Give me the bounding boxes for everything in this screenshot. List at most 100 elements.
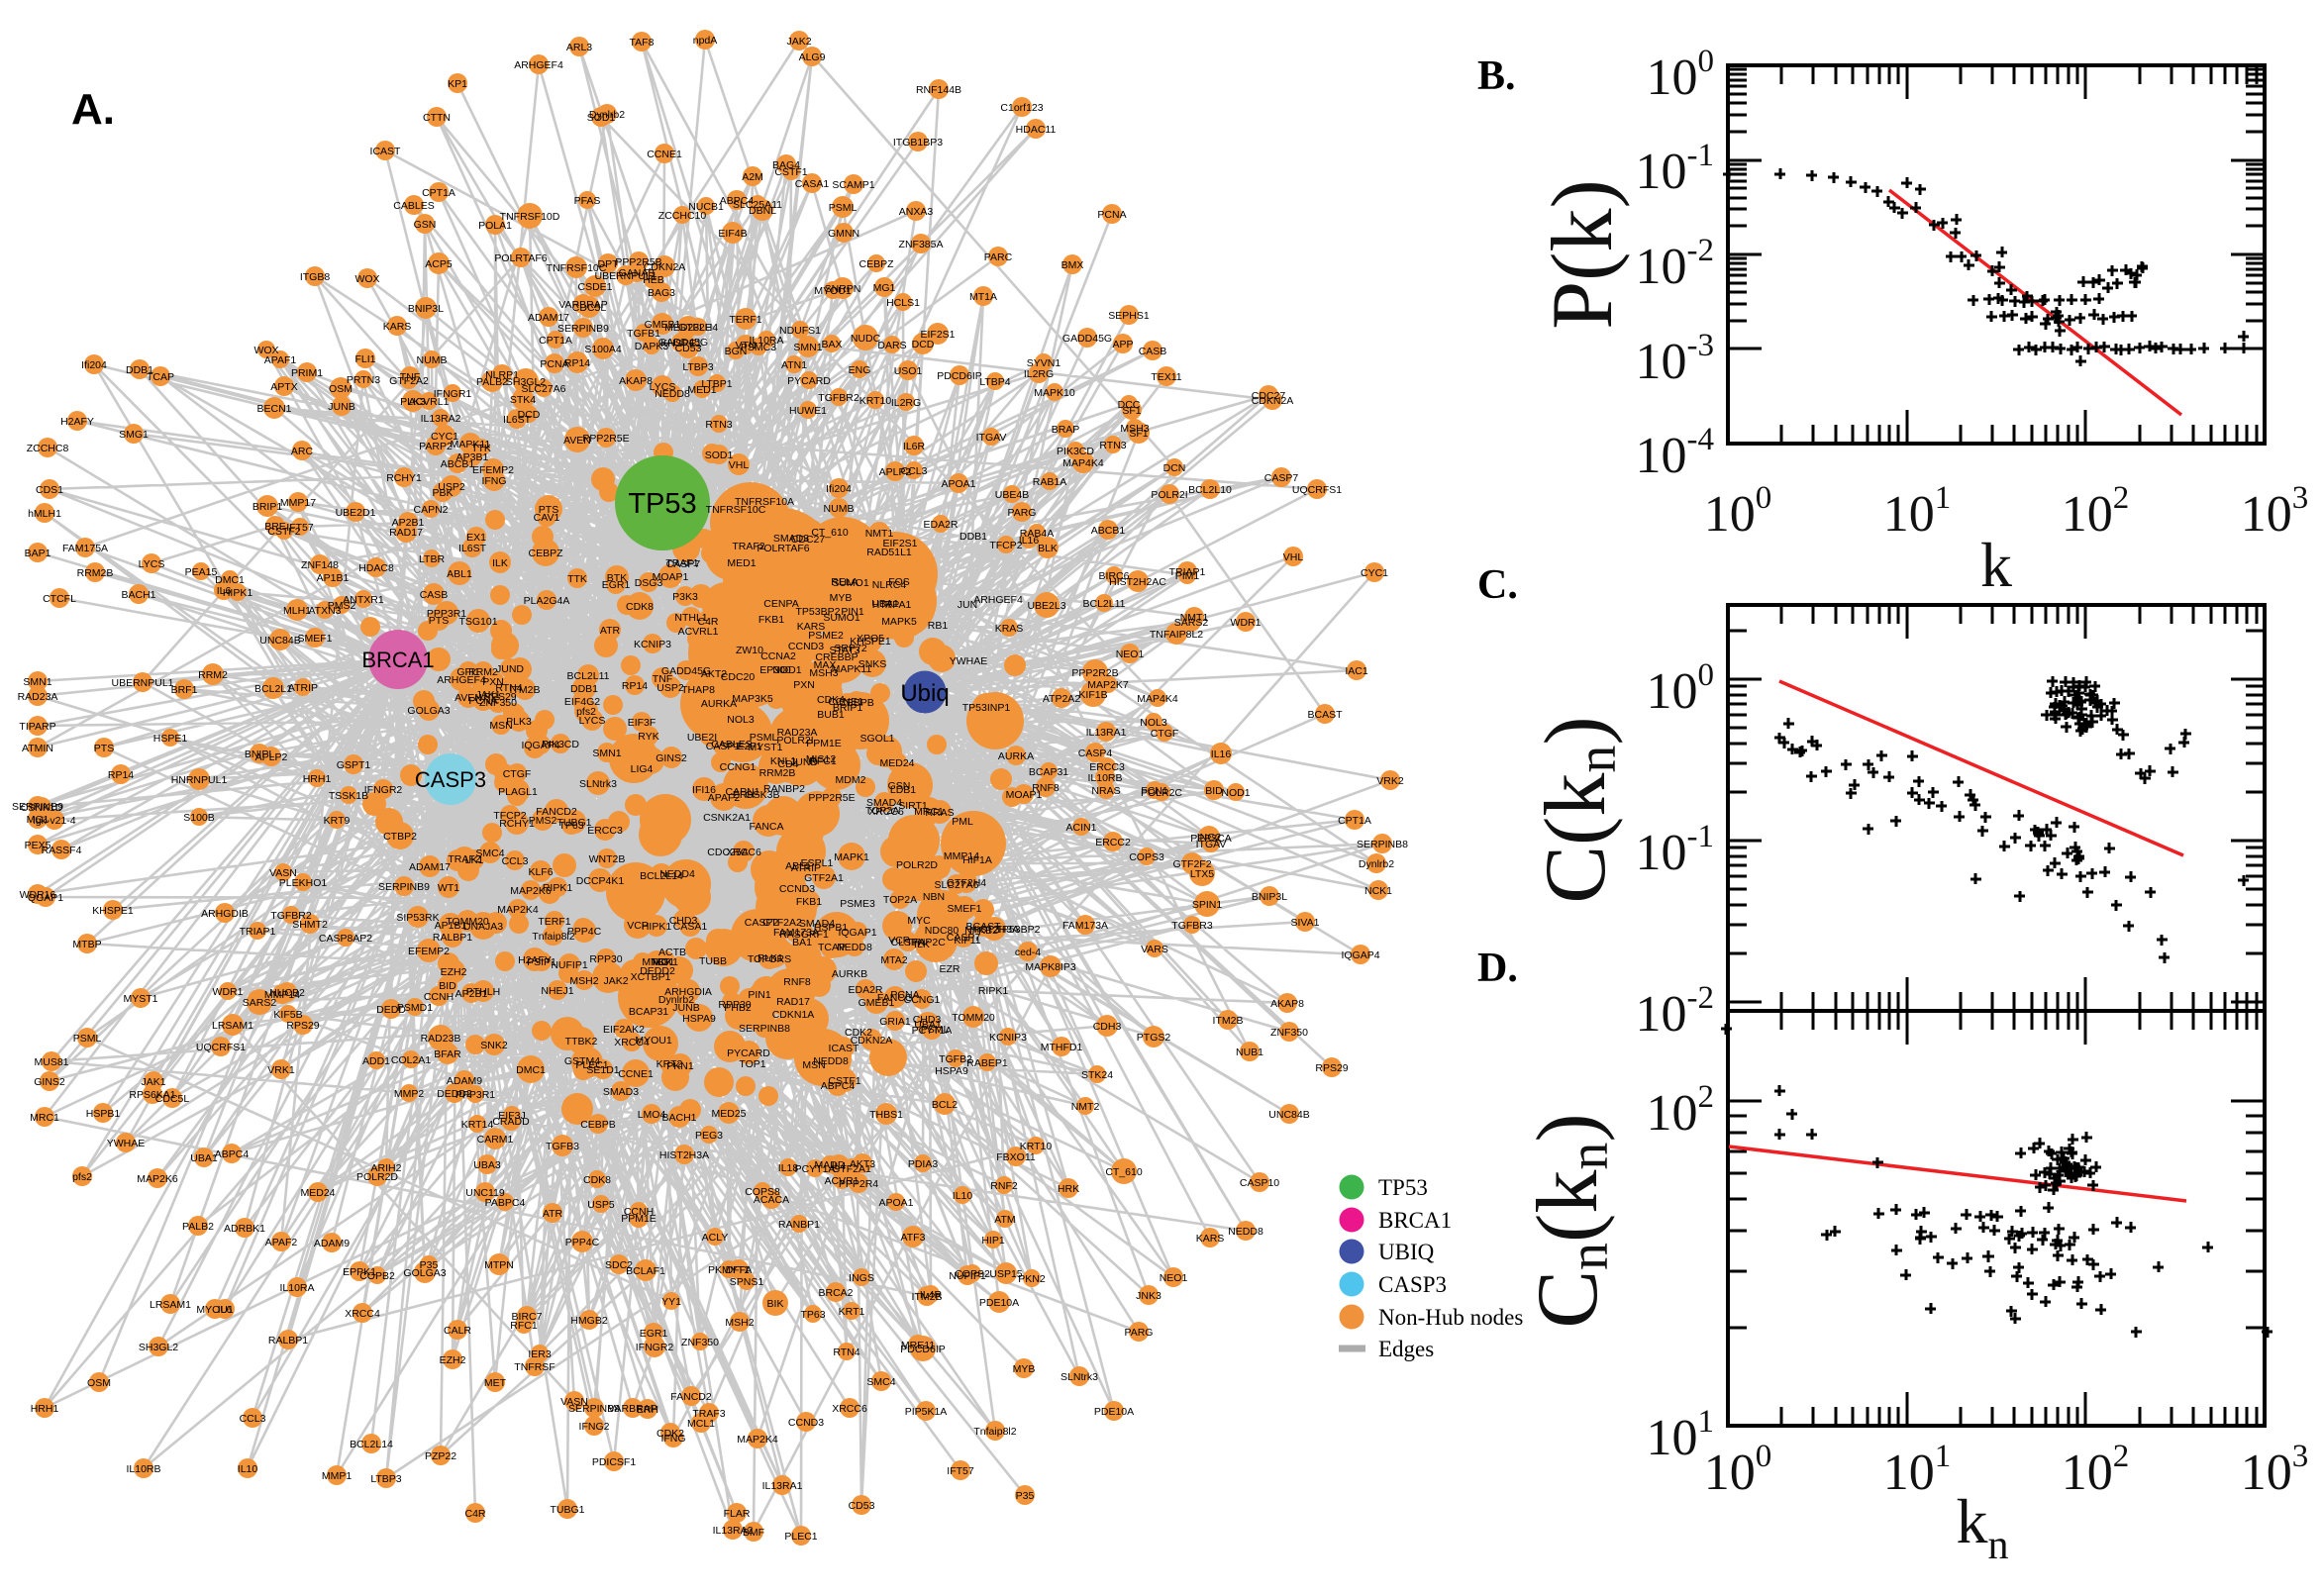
svg-text:PPP2R4: PPP2R4	[839, 1178, 878, 1190]
svg-text:MAPK11: MAPK11	[832, 663, 872, 675]
svg-text:ITGB1BP3: ITGB1BP3	[893, 137, 943, 149]
svg-text:PCYT1A: PCYT1A	[795, 1163, 836, 1175]
svg-text:SMN1: SMN1	[23, 676, 51, 688]
svg-text:HRH1: HRH1	[303, 773, 332, 785]
svg-text:RAD23A: RAD23A	[777, 727, 818, 739]
svg-text:CCL3: CCL3	[901, 465, 928, 477]
svg-text:PCYT1A: PCYT1A	[912, 1025, 953, 1037]
svg-text:NRAS: NRAS	[1091, 785, 1120, 797]
svg-text:BMF: BMF	[743, 1527, 764, 1539]
svg-text:FANCD2: FANCD2	[670, 1391, 712, 1403]
svg-text:KIF1B: KIF1B	[1078, 689, 1107, 701]
svg-text:IL18: IL18	[778, 1162, 799, 1174]
svg-text:Ubiq: Ubiq	[900, 680, 949, 707]
svg-text:NLRP1: NLRP1	[485, 369, 519, 381]
svg-text:CCNG1: CCNG1	[720, 761, 757, 773]
svg-text:DDB1: DDB1	[126, 364, 153, 376]
svg-text:CASP3: CASP3	[415, 767, 486, 792]
svg-text:JAK2: JAK2	[786, 36, 811, 48]
svg-text:SLC25A11: SLC25A11	[733, 199, 782, 211]
svg-text:JUNB: JUNB	[672, 1002, 699, 1014]
svg-text:AVEN: AVEN	[563, 435, 591, 447]
svg-text:EFEMP2: EFEMP2	[408, 946, 450, 957]
svg-text:LYCS: LYCS	[139, 558, 165, 570]
svg-text:CCNG1: CCNG1	[904, 994, 941, 1006]
svg-text:TP53BP2: TP53BP2	[796, 606, 841, 618]
svg-text:ITM2B: ITM2B	[510, 684, 541, 696]
svg-text:BCAP31: BCAP31	[629, 1006, 668, 1018]
svg-text:SYVN1: SYVN1	[1027, 357, 1061, 369]
svg-text:HIPK1: HIPK1	[642, 921, 672, 933]
svg-text:HIST2H3A: HIST2H3A	[659, 1149, 709, 1161]
svg-text:PIN1: PIN1	[841, 606, 864, 618]
svg-text:TUBG1: TUBG1	[550, 1504, 584, 1516]
svg-text:ERCC3: ERCC3	[1089, 761, 1125, 773]
svg-text:TNF: TNF	[400, 371, 420, 383]
svg-text:MAP4K4: MAP4K4	[1137, 693, 1178, 705]
svg-text:ARHGEF4: ARHGEF4	[514, 59, 563, 71]
svg-text:RPP30: RPP30	[589, 953, 622, 965]
svg-text:MYOU1: MYOU1	[635, 1035, 672, 1047]
svg-text:CEBPZ: CEBPZ	[858, 258, 894, 270]
svg-text:RIPK1: RIPK1	[543, 882, 573, 894]
svg-text:BACH1: BACH1	[661, 1112, 696, 1124]
svg-text:PDCD6IP: PDCD6IP	[937, 370, 982, 382]
svg-text:UNC84B: UNC84B	[259, 635, 300, 647]
svg-text:NDUFS1: NDUFS1	[779, 325, 821, 337]
svg-text:NCK1: NCK1	[651, 956, 678, 968]
svg-text:RPA1: RPA1	[885, 599, 912, 611]
svg-text:CYC1: CYC1	[431, 431, 458, 443]
svg-text:KP1: KP1	[448, 78, 467, 90]
svg-text:POLRTAF6: POLRTAF6	[757, 543, 809, 554]
svg-text:XRCC6: XRCC6	[868, 806, 904, 818]
svg-text:HSPE1: HSPE1	[153, 733, 188, 745]
svg-text:AP2B1: AP2B1	[392, 517, 425, 529]
svg-text:NMT1: NMT1	[1180, 612, 1209, 624]
svg-text:NEDD8: NEDD8	[813, 1055, 849, 1067]
svg-text:RPS29: RPS29	[286, 1020, 319, 1032]
svg-text:ATMIN: ATMIN	[22, 743, 53, 754]
svg-text:GRIA1: GRIA1	[879, 1016, 911, 1028]
svg-text:ICAST: ICAST	[370, 146, 402, 157]
svg-text:HMGB2: HMGB2	[570, 1315, 608, 1327]
svg-text:ANTXR1: ANTXR1	[343, 594, 384, 606]
svg-text:CEBPB: CEBPB	[580, 1119, 616, 1131]
svg-text:FLI1: FLI1	[354, 353, 375, 365]
svg-text:MED25: MED25	[711, 1108, 746, 1120]
svg-text:DSG3: DSG3	[635, 577, 663, 589]
svg-text:CPT1A: CPT1A	[1338, 815, 1371, 827]
svg-text:HSPA9: HSPA9	[682, 1013, 716, 1025]
svg-text:SPIN1: SPIN1	[1192, 899, 1223, 911]
svg-text:ACACA: ACACA	[754, 1194, 789, 1206]
svg-text:HTT: HTT	[872, 599, 893, 611]
svg-text:ATR: ATR	[543, 1208, 563, 1220]
svg-text:102: 102	[2062, 1439, 2130, 1501]
svg-text:AVEN: AVEN	[454, 692, 482, 704]
svg-text:TERF1: TERF1	[538, 916, 570, 928]
svg-text:SARS2: SARS2	[1174, 617, 1209, 629]
svg-text:YWHAE: YWHAE	[950, 655, 988, 667]
svg-text:RNF2: RNF2	[990, 1180, 1018, 1192]
svg-text:EIF3J: EIF3J	[498, 1110, 525, 1122]
svg-text:CREBBP: CREBBP	[815, 651, 858, 663]
svg-text:PTS: PTS	[539, 504, 558, 516]
svg-text:RPS29: RPS29	[483, 691, 516, 703]
svg-text:JNK3: JNK3	[1136, 1290, 1162, 1302]
svg-text:POLR2D: POLR2D	[356, 1171, 398, 1183]
svg-text:NBN: NBN	[923, 891, 945, 903]
svg-text:BECN1: BECN1	[256, 403, 291, 415]
svg-text:IFNGR1: IFNGR1	[434, 388, 472, 400]
svg-text:PSML: PSML	[829, 202, 858, 214]
svg-text:TNFAIP8L2: TNFAIP8L2	[1150, 629, 1203, 641]
svg-text:P(k): P(k)	[1535, 179, 1631, 330]
svg-text:GADD45G: GADD45G	[658, 337, 708, 349]
svg-text:RASGRF1: RASGRF1	[779, 929, 829, 941]
svg-text:kn: kn	[1957, 1486, 2009, 1568]
svg-text:TOP2A: TOP2A	[865, 805, 899, 817]
svg-text:PMS2: PMS2	[328, 600, 356, 612]
svg-text:THBS1: THBS1	[869, 1109, 903, 1121]
svg-text:Cn(kn): Cn(kn)	[1520, 1113, 1620, 1328]
svg-text:MTBP: MTBP	[642, 956, 670, 968]
svg-text:P35: P35	[420, 1259, 439, 1271]
svg-text:PIN1: PIN1	[748, 989, 771, 1001]
